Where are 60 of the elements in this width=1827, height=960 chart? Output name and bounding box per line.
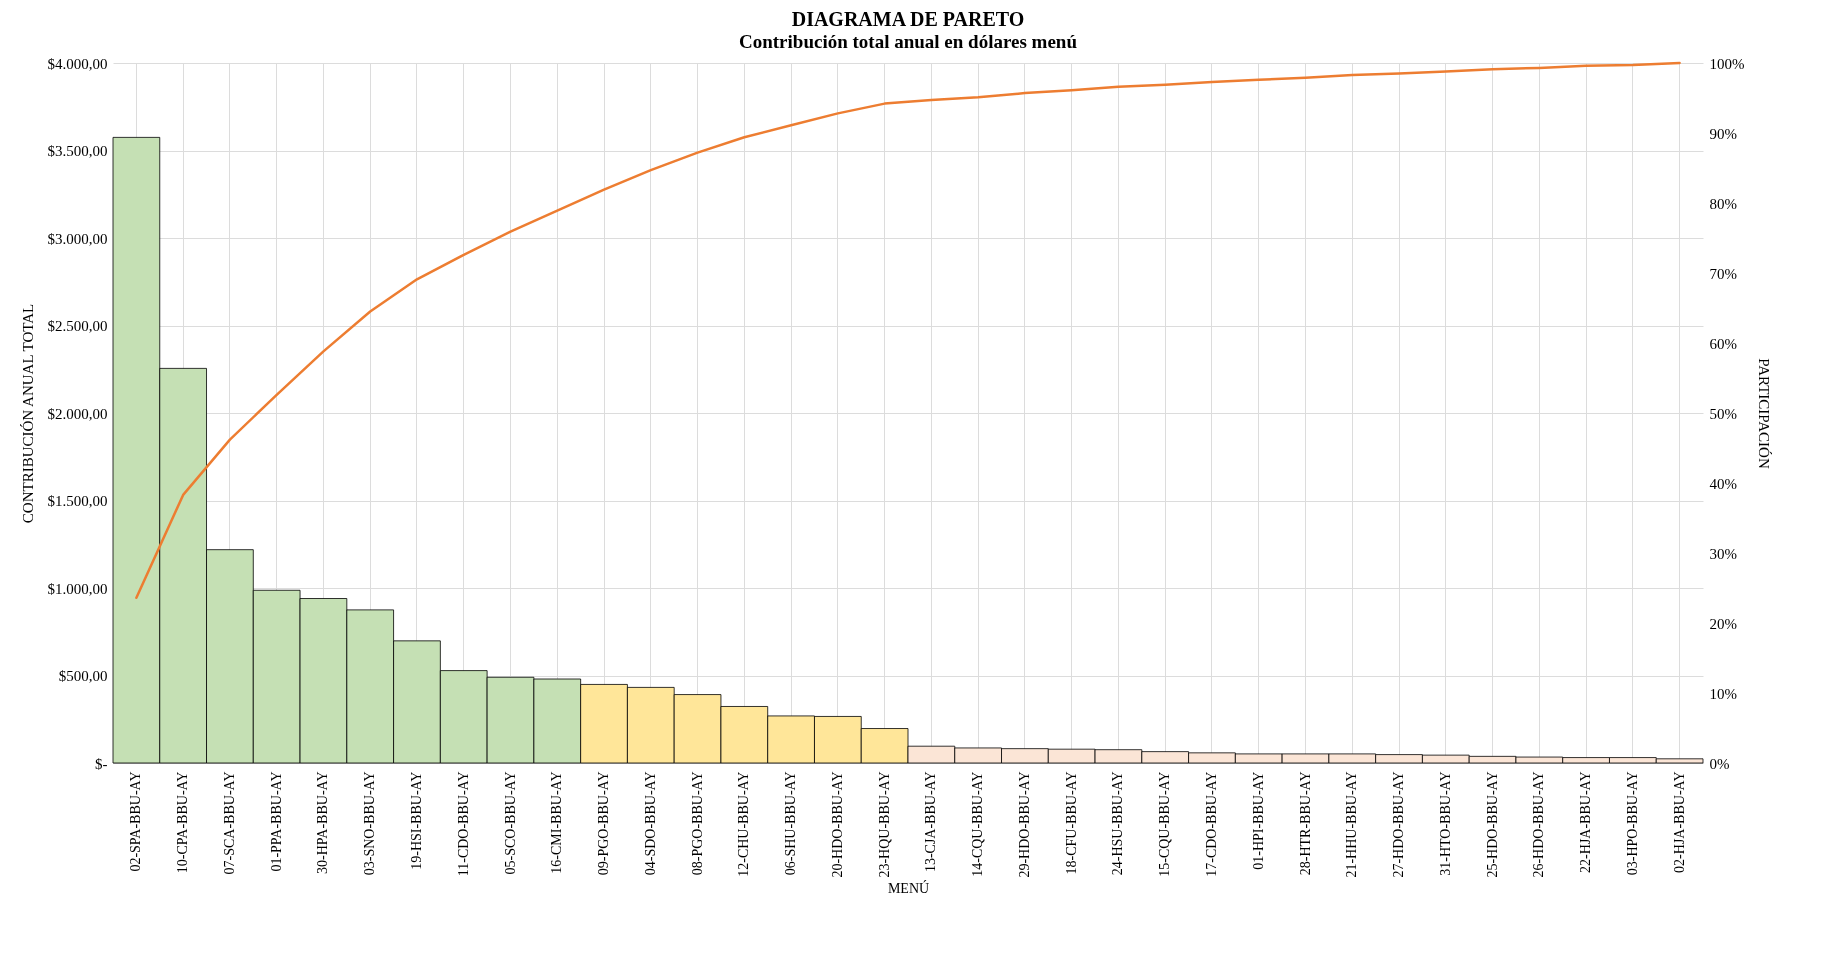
x-tick-label: 03-HPO-BBU-AY [1624, 771, 1640, 876]
x-tick-label: 24-HSU-BBU-AY [1110, 771, 1126, 876]
x-tick-label: 14-CQU-BBU-AY [970, 771, 986, 877]
y2-tick-label: 0% [1709, 755, 1730, 772]
x-tick-label: 26-HDO-BBU-AY [1531, 771, 1547, 878]
x-axis-title: MENÚ [887, 879, 930, 896]
y2-tick-label: 80% [1709, 195, 1737, 212]
x-tick-label: 15-CQU-BBU-AY [1157, 771, 1173, 877]
y2-tick-label: 70% [1709, 265, 1737, 282]
y2-tick-label: 20% [1709, 615, 1737, 632]
y-tick-label: $3.000,00 [47, 230, 108, 247]
x-tick-label: 03-SNO-BBU-AY [362, 771, 378, 876]
y2-tick-label: 100% [1709, 55, 1745, 72]
y2-tick-label: 50% [1709, 405, 1737, 422]
x-tick-label: 29-HDO-BBU-AY [1016, 771, 1032, 878]
y2-tick-label: 90% [1709, 125, 1737, 142]
x-tick-label: 05-SCO-BBU-AY [502, 771, 518, 875]
x-tick-label: 02-HJA-BBU-AY [1671, 771, 1687, 873]
x-tick-label: 01-HPI-BBU-AY [1250, 771, 1266, 870]
x-tick-label: 25-HDO-BBU-AY [1484, 771, 1500, 878]
x-tick-label: 10-CPA-BBU-AY [175, 771, 191, 874]
y2-tick-label: 60% [1709, 335, 1737, 352]
x-tick-label: 08-PGO-BBU-AY [689, 771, 705, 876]
y-tick-label: $2.000,00 [47, 405, 108, 422]
y-tick-label: $500,00 [58, 668, 108, 684]
x-tick-label: 13-CJA-BBU-AY [923, 771, 939, 873]
y-tick-label: $1.000,00 [47, 580, 108, 597]
x-tick-label: 07-SCA-BBU-AY [221, 771, 237, 875]
x-tick-label: 11-CDO-BBU-AY [455, 771, 471, 877]
x-tick-label: 04-SDO-BBU-AY [642, 771, 658, 876]
x-tick-label: 27-HDO-BBU-AY [1391, 771, 1407, 878]
x-tick-label: 19-HSI-BBU-AY [408, 771, 424, 870]
x-tick-label: 16-CMI-BBU-AY [549, 771, 565, 874]
x-tick-label: 17-CDO-BBU-AY [1203, 771, 1219, 877]
y-tick-label: $2.500,00 [47, 318, 108, 334]
x-tick-label: 20-HDO-BBU-AY [829, 771, 845, 878]
y-tick-label: $1.500,00 [47, 493, 108, 509]
y2-tick-label: 10% [1709, 685, 1737, 702]
x-tick-label: 28-HTR-BBU-AY [1297, 771, 1313, 876]
x-tick-label: 30-HPA-BBU-AY [315, 771, 331, 874]
line-series [135, 61, 1681, 600]
x-tick-label: 06-SHU-BBU-AY [783, 771, 799, 876]
y-axis-title: CONTRIBUCIÓN ANUAL TOTAL [19, 303, 36, 524]
y2-tick-label: 30% [1709, 545, 1737, 562]
y-tick-label: $3.500,00 [47, 143, 108, 159]
y-tick-label: $- [95, 755, 108, 772]
chart-title: DIAGRAMA DE PARETO [791, 8, 1025, 30]
y-tick-label: $4.000,00 [47, 55, 108, 72]
x-tick-label: 21-HHU-BBU-AY [1344, 771, 1360, 878]
x-tick-label: 01-PPA-BBU-AY [268, 771, 284, 872]
x-tick-label: 09-PGO-BBU-AY [596, 771, 612, 876]
chart-subtitle: Contribución total anual en dólares menú [739, 31, 1078, 52]
x-tick-label: 18-CFU-BBU-AY [1063, 771, 1079, 875]
x-tick-label: 31-HTO-BBU-AY [1437, 771, 1453, 876]
x-tick-label: 12-CHU-BBU-AY [736, 771, 752, 877]
y2-axis-title: PARTICIPACIÓN [1756, 358, 1773, 469]
x-tick-label: 23-HQU-BBU-AY [876, 771, 892, 878]
x-tick-label: 22-HJA-BBU-AY [1578, 771, 1594, 873]
x-tick-label: 02-SPA-BBU-AY [128, 771, 144, 872]
y2-tick-label: 40% [1709, 475, 1737, 492]
